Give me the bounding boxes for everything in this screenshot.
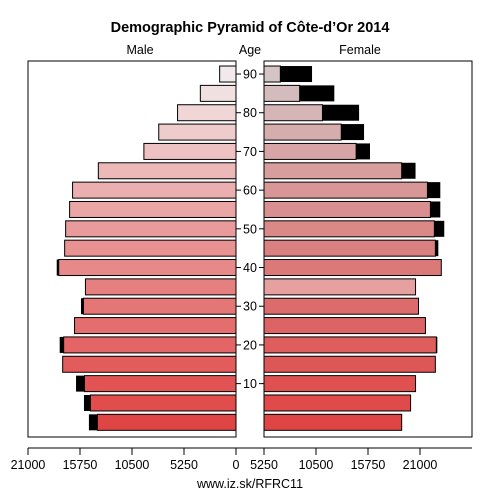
age-tick-label: 40 (243, 261, 257, 275)
male-bar-25-29 (74, 317, 237, 335)
female-bar-5-9 (263, 394, 412, 412)
female-excess-50-54 (434, 220, 445, 237)
x-tick-label: 0 (233, 458, 240, 472)
x-tick-label: 21000 (403, 458, 438, 472)
female-bar-65-69 (263, 162, 403, 180)
x-tick-label: 5250 (170, 458, 198, 472)
female-excess-60-64 (427, 182, 441, 199)
female-bar-45-49 (263, 239, 436, 257)
male-bar-15-19 (62, 355, 237, 373)
male-bar-10-14 (83, 375, 237, 393)
male-bar-80-84 (177, 104, 237, 122)
age-tick-label: 30 (243, 300, 257, 314)
female-bar-35-39 (263, 278, 417, 296)
female-label: Female (339, 43, 381, 57)
female-bar-70-74 (263, 142, 357, 160)
male-bar-30-34 (82, 297, 237, 315)
age-tick-label: 50 (243, 222, 257, 236)
footer-url: www.iz.sk/RFRC11 (196, 477, 303, 491)
female-excess-85-89 (299, 85, 335, 102)
male-bar-70-74 (143, 142, 237, 160)
bars-group (56, 65, 445, 431)
male-bar-65-69 (97, 162, 237, 180)
male-excess-5-9 (83, 394, 91, 411)
female-excess-80-84 (322, 104, 360, 121)
x-tick-label: 5250 (250, 458, 278, 472)
age-tick-label: 10 (243, 377, 257, 391)
male-excess-10-14 (76, 375, 85, 392)
chart-title: Demographic Pyramid of Côte-d’Or 2014 (111, 20, 390, 36)
female-bar-85-89 (263, 84, 301, 102)
male-bar-45-49 (64, 239, 237, 257)
female-excess-20-24 (436, 336, 438, 353)
female-bar-10-14 (263, 375, 417, 393)
male-bar-90+ (219, 65, 237, 83)
x-tick-label: 10500 (299, 458, 334, 472)
male-bar-35-39 (84, 278, 237, 296)
female-bar-50-54 (263, 220, 435, 238)
male-bar-85-89 (199, 84, 237, 102)
female-bar-40-44 (263, 259, 442, 277)
male-excess-30-34 (80, 298, 84, 315)
male-excess-0-4 (88, 414, 98, 431)
female-bar-30-34 (263, 297, 420, 315)
male-bar-5-9 (89, 394, 237, 412)
male-bar-60-64 (72, 181, 237, 199)
male-label: Male (126, 43, 153, 57)
age-tick-label: 80 (243, 106, 257, 120)
age-tick-label: 90 (243, 68, 257, 82)
female-excess-90+ (280, 66, 313, 83)
x-tick-label: 21000 (11, 458, 46, 472)
age-tick-label: 60 (243, 184, 257, 198)
female-bar-0-4 (263, 413, 403, 431)
male-excess-40-44 (56, 259, 59, 276)
female-excess-45-49 (435, 240, 439, 257)
female-bar-15-19 (263, 355, 436, 373)
male-excess-20-24 (59, 336, 64, 353)
female-bar-60-64 (263, 181, 428, 199)
age-label: Age (239, 43, 261, 57)
male-bar-20-24 (63, 336, 237, 354)
male-bar-55-59 (69, 200, 237, 218)
male-bar-50-54 (65, 220, 237, 238)
female-bar-90+ (263, 65, 281, 83)
x-tick-label: 15750 (63, 458, 98, 472)
female-bar-80-84 (263, 104, 323, 122)
male-bar-40-44 (58, 259, 237, 277)
axes-group: 10 20 30 40 50 60 70 80 90 21000 15750 10500 5250 0 52… (11, 68, 472, 472)
female-excess-75-79 (341, 124, 365, 141)
female-excess-65-69 (401, 162, 416, 179)
x-tick-label: 15750 (351, 458, 386, 472)
female-bar-55-59 (263, 200, 431, 218)
female-excess-55-59 (430, 201, 441, 218)
male-bar-75-79 (158, 123, 237, 141)
female-bar-75-79 (263, 123, 342, 141)
male-bar-0-4 (96, 413, 237, 431)
female-excess-70-74 (356, 143, 370, 160)
age-tick-label: 20 (243, 338, 257, 352)
x-tick-label: 10500 (115, 458, 150, 472)
age-tick-label: 70 (243, 145, 257, 159)
female-bar-20-24 (263, 336, 437, 354)
female-bar-25-29 (263, 317, 426, 335)
